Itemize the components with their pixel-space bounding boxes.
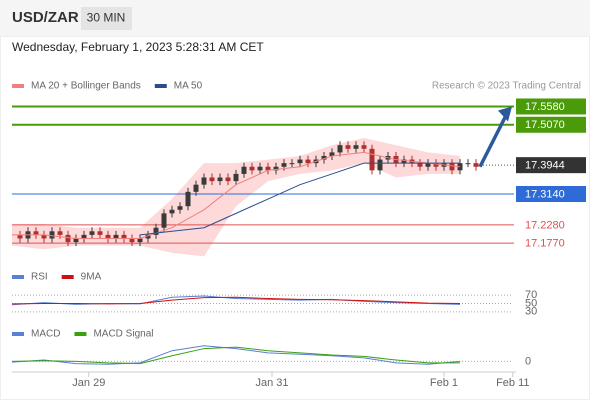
candle: [273, 166, 279, 171]
candle: [145, 234, 151, 239]
legend-label: MACD: [31, 329, 60, 340]
candle: [17, 234, 23, 239]
candle: [129, 238, 135, 243]
candle: [417, 163, 423, 167]
legend-label: MACD Signal: [93, 329, 153, 340]
candle: [345, 145, 351, 149]
level-label: 17.3944: [525, 160, 565, 172]
candle: [305, 159, 311, 164]
candle: [257, 166, 263, 171]
y-tick-label: 70: [525, 289, 537, 301]
x-tick-label: Feb 1: [430, 377, 458, 389]
candle: [281, 163, 287, 167]
candle: [105, 234, 111, 239]
indicator-line: [11, 345, 461, 365]
candle: [73, 238, 79, 243]
candle: [401, 159, 407, 164]
source: Research © 2023 Trading Central: [432, 81, 581, 92]
legend-label: 9MA: [81, 272, 102, 283]
y-tick-label: 30: [525, 306, 537, 318]
candle: [177, 206, 183, 210]
indicator-line: [11, 296, 461, 305]
candle: [377, 159, 383, 171]
candle: [65, 234, 71, 243]
candle: [289, 163, 295, 165]
legend-label: RSI: [31, 272, 48, 283]
candle: [49, 231, 55, 239]
timestamp: Wednesday, February 1, 2023 5:28:31 AM C…: [12, 40, 264, 54]
forecast-arrowhead: [498, 106, 512, 122]
level-label: 17.3140: [525, 188, 565, 200]
candle: [337, 145, 343, 153]
candle: [329, 152, 335, 156]
candle: [225, 177, 231, 182]
candle: [353, 145, 359, 149]
symbol: USD/ZAR: [12, 9, 79, 26]
x-tick-label: Jan 29: [72, 377, 105, 389]
moving-average: [139, 162, 460, 236]
level-label: 17.5070: [525, 119, 565, 131]
candle: [153, 227, 159, 235]
candle: [361, 145, 367, 149]
candle: [433, 163, 439, 167]
candle: [297, 159, 303, 164]
x-tick-label: Feb 11: [496, 377, 529, 389]
level-label: 17.2280: [525, 219, 565, 231]
candle: [233, 173, 239, 182]
candle: [473, 163, 479, 167]
legend-swatch: [61, 275, 74, 279]
indicator-line: [11, 346, 460, 365]
legend-swatch: [12, 275, 24, 279]
legend-swatch: [74, 332, 87, 336]
level-box: [516, 98, 586, 115]
legend-swatch: [12, 84, 24, 88]
candle: [265, 166, 271, 171]
level-label: 17.1770: [525, 238, 565, 250]
candle: [137, 238, 143, 243]
bollinger-band: [12, 138, 460, 257]
y-tick-label: 0: [525, 355, 531, 367]
moving-average: [12, 151, 461, 239]
candle: [321, 155, 327, 160]
candle: [249, 166, 255, 171]
candle: [33, 231, 39, 235]
candle: [465, 163, 471, 165]
interval-tab[interactable]: [81, 7, 132, 30]
candle: [193, 184, 199, 192]
forecast-arrow: [478, 114, 508, 168]
candle: [185, 191, 191, 207]
level-box: [516, 116, 586, 133]
candle: [41, 234, 47, 239]
legend-label: MA 50: [174, 81, 203, 92]
legend-swatch: [12, 332, 24, 336]
legend-swatch: [154, 84, 167, 88]
y-tick-label: 50: [525, 297, 537, 309]
candle: [161, 213, 167, 228]
candle: [81, 234, 87, 239]
x-tick-label: Jan 31: [255, 377, 288, 389]
candle: [241, 166, 247, 174]
candle: [201, 177, 207, 185]
candle: [217, 177, 223, 182]
candle: [369, 148, 375, 171]
candle: [57, 231, 63, 235]
candle: [113, 234, 119, 239]
interval[interactable]: 30 MIN: [87, 11, 126, 25]
candle: [169, 209, 175, 214]
candle: [97, 231, 103, 235]
candle: [89, 231, 95, 235]
candle: [121, 234, 127, 239]
level-box: [516, 186, 586, 202]
candle: [425, 163, 431, 167]
level-box: [516, 157, 586, 174]
legend-label: MA 20 + Bollinger Bands: [31, 81, 141, 92]
level-label: 17.5580: [525, 101, 565, 113]
candle: [449, 163, 455, 171]
candle: [209, 177, 215, 182]
